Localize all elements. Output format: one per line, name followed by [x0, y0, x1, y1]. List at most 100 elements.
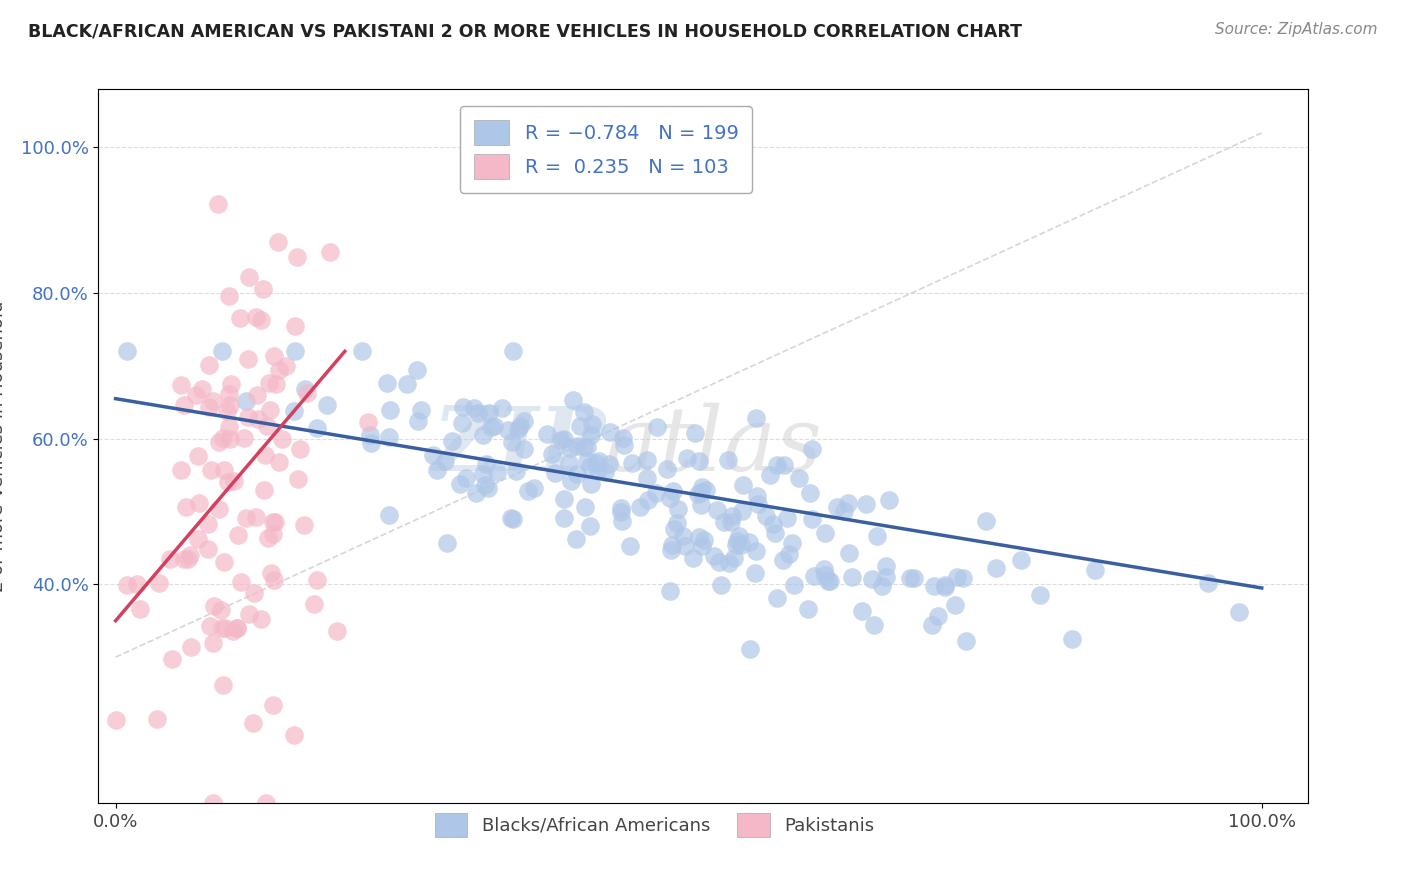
Point [479, 420, 502, 434]
Point [191, 382, 214, 396]
Point [801, 512, 824, 526]
Point [799, 486, 821, 500]
Point [620, 456, 643, 470]
Point [557, 456, 579, 470]
Point [574, 500, 596, 515]
Point [485, 465, 508, 479]
Point [115, 344, 138, 359]
Point [579, 428, 602, 442]
Point [212, 555, 235, 569]
Point [581, 417, 603, 432]
Point [245, 509, 267, 524]
Point [197, 516, 219, 531]
Point [170, 377, 193, 392]
Point [710, 578, 733, 592]
Point [1062, 632, 1084, 646]
Point [576, 454, 599, 468]
Point [267, 455, 290, 469]
Point [723, 551, 745, 566]
Y-axis label: 2 or more Vehicles in Household: 2 or more Vehicles in Household [0, 301, 7, 591]
Point [838, 546, 860, 560]
Point [569, 418, 592, 433]
Point [236, 352, 259, 367]
Point [305, 421, 328, 435]
Point [221, 624, 243, 638]
Text: atlas: atlas [606, 402, 823, 490]
Point [676, 451, 699, 466]
Point [179, 548, 201, 562]
Point [295, 385, 318, 400]
Point [302, 597, 325, 611]
Point [572, 440, 595, 454]
Point [259, 376, 281, 390]
Point [782, 535, 804, 549]
Point [484, 418, 506, 433]
Point [707, 555, 730, 569]
Point [180, 640, 202, 654]
Point [406, 413, 429, 427]
Point [456, 471, 478, 485]
Point [245, 310, 267, 325]
Point [508, 422, 530, 436]
Point [688, 454, 710, 468]
Point [267, 235, 290, 249]
Point [436, 535, 458, 549]
Point [219, 376, 242, 391]
Point [426, 463, 449, 477]
Point [502, 344, 524, 359]
Point [720, 515, 742, 529]
Point [558, 442, 581, 456]
Point [766, 458, 789, 472]
Point [586, 464, 609, 478]
Text: ZIP: ZIP [433, 403, 606, 489]
Point [562, 392, 585, 407]
Point [250, 312, 273, 326]
Point [745, 544, 768, 558]
Point [263, 349, 285, 363]
Point [173, 398, 195, 412]
Point [357, 415, 380, 429]
Point [575, 440, 598, 454]
Point [875, 570, 897, 584]
Point [1084, 563, 1107, 577]
Point [294, 382, 316, 396]
Point [231, 575, 253, 590]
Point [860, 572, 883, 586]
Point [187, 532, 209, 546]
Point [863, 618, 886, 632]
Point [727, 529, 749, 543]
Point [474, 477, 496, 491]
Point [595, 465, 617, 479]
Point [395, 377, 418, 392]
Point [253, 483, 276, 497]
Point [115, 578, 138, 592]
Point [984, 561, 1007, 575]
Point [772, 553, 794, 567]
Point [803, 569, 825, 583]
Point [832, 504, 855, 518]
Point [315, 398, 337, 412]
Point [463, 401, 485, 416]
Point [271, 432, 294, 446]
Point [360, 436, 382, 450]
Point [738, 642, 761, 657]
Point [502, 512, 524, 526]
Point [236, 410, 259, 425]
Point [380, 403, 402, 417]
Point [472, 467, 495, 482]
Point [636, 471, 658, 485]
Point [148, 576, 170, 591]
Point [763, 526, 786, 541]
Point [976, 514, 998, 528]
Point [553, 432, 575, 446]
Point [721, 509, 744, 524]
Point [553, 491, 575, 506]
Point [218, 420, 240, 434]
Point [204, 599, 226, 613]
Point [952, 571, 974, 585]
Point [478, 406, 501, 420]
Point [879, 493, 901, 508]
Point [725, 534, 748, 549]
Point [187, 450, 209, 464]
Point [211, 678, 233, 692]
